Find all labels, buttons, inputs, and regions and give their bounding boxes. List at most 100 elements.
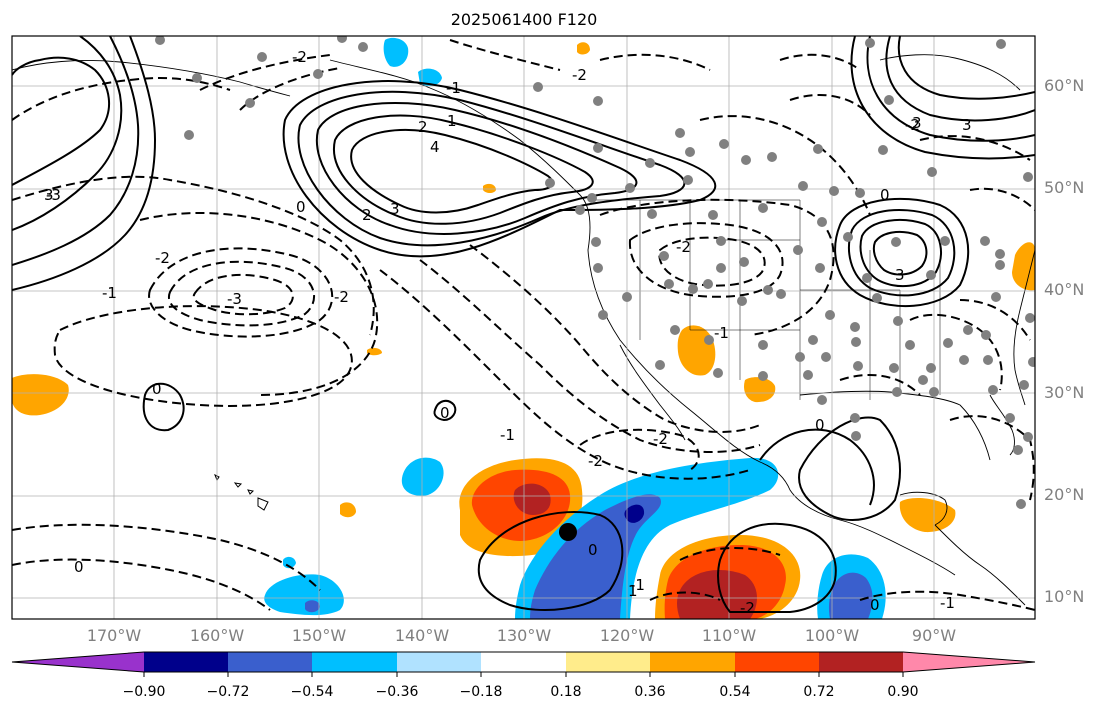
anomaly-positive: [340, 502, 356, 518]
contour-label: 2: [418, 118, 428, 136]
colorbar-tick-label: 0.90: [887, 684, 919, 700]
colorbar-tick-label: −0.54: [290, 684, 334, 700]
anomaly-negative: [383, 37, 409, 67]
contour-label: 2: [362, 206, 372, 224]
coastline-alaska: [12, 59, 291, 97]
anomaly-positive: [677, 570, 757, 619]
contour-label: -1: [102, 284, 117, 302]
contour-label: -3: [10, 0, 25, 4]
lon-label-110w: 110°W: [701, 626, 757, 645]
colorbar-tick-label: 0.18: [550, 684, 582, 700]
colorbar-bin: [566, 652, 650, 672]
anomaly-positive: [744, 377, 776, 403]
contour-label: -2: [292, 48, 307, 66]
colorbar-tick-label: −0.18: [459, 684, 503, 700]
contour-label: -2: [653, 430, 668, 448]
lat-label-30n: 30°N: [1044, 383, 1085, 402]
contour-label: 0: [870, 596, 880, 614]
anomaly-positive: [12, 374, 69, 416]
lat-label-60n: 60°N: [1044, 76, 1085, 95]
coastline-central-america: [934, 524, 1026, 606]
anomaly-negative: [624, 504, 645, 523]
colorbar-tick-label: −0.36: [375, 684, 419, 700]
lat-label-20n: 20°N: [1044, 485, 1085, 504]
storm-center-marker: [559, 523, 577, 541]
contour-label: 0: [880, 186, 890, 204]
colorbar-tick-label: 0.54: [719, 684, 751, 700]
anomaly-negative: [530, 494, 661, 619]
anomaly-positive: [899, 498, 956, 533]
contour-label: 1: [447, 112, 457, 130]
coastline-east: [1013, 249, 1035, 406]
contour-label: -1: [446, 79, 461, 97]
contour-label: -1: [714, 324, 729, 342]
contour-label: -1: [630, 576, 645, 594]
contour-label: 0: [74, 558, 84, 576]
coastline-gulf: [799, 390, 991, 461]
contour-label: -2: [334, 288, 349, 306]
colorbar-tick-label: −0.72: [206, 684, 250, 700]
contour-label: 0: [815, 416, 825, 434]
colorbar: [11, 651, 1036, 677]
contour-label: -2: [676, 238, 691, 256]
contour-label: 3: [390, 200, 400, 218]
colorbar-bin: [312, 652, 397, 672]
contour-label: 3: [912, 114, 922, 132]
lon-label-150w: 150°W: [291, 626, 347, 645]
lon-label-90w: 90°W: [911, 626, 957, 645]
colorbar-bin: [819, 652, 903, 672]
contour-labels: -2 -2 -2 -2 -3 -3 -1 -1 -1 -1 -2 -2 -1 0…: [10, 0, 972, 617]
colorbar-bin: [144, 652, 228, 672]
lon-label-140w: 140°W: [394, 626, 450, 645]
contour-label: 3: [962, 116, 972, 134]
contour-label: -1: [500, 426, 515, 444]
colorbar-bin: [397, 652, 481, 672]
colorbar-tick-label: 0.72: [803, 684, 835, 700]
colorbar-tick-label: 0.36: [634, 684, 666, 700]
anomaly-negative: [264, 574, 344, 616]
map-frame: [11, 35, 1036, 620]
contour-label: 1: [628, 582, 638, 600]
solid-contours: [12, 36, 1035, 613]
contour-label: 0: [440, 404, 450, 422]
colorbar-low-extension: [12, 652, 144, 672]
anomaly-positive: [577, 42, 590, 55]
contour-label: 0: [152, 380, 162, 398]
colorbar-tick-label: −0.90: [122, 684, 166, 700]
contour-label: 3: [44, 186, 54, 204]
lat-label-40n: 40°N: [1044, 280, 1085, 299]
anomaly-positive: [513, 483, 551, 515]
contour-label: -1: [940, 594, 955, 612]
contour-label: -3: [227, 290, 242, 308]
contour-label: 0: [296, 198, 306, 216]
map-title: 2025061400 F120: [450, 10, 598, 29]
lon-label-170w: 170°W: [86, 626, 142, 645]
contour-label: 4: [430, 138, 440, 156]
colorbar-high-extension: [903, 652, 1035, 672]
anomaly-negative: [828, 572, 873, 619]
lon-label-160w: 160°W: [189, 626, 245, 645]
anomaly-positive: [367, 347, 382, 356]
lon-label-100w: 100°W: [804, 626, 860, 645]
anomaly-positive: [483, 183, 496, 193]
contour-label: -2: [905, 116, 920, 134]
anomaly-negative: [305, 600, 320, 613]
lat-label-10n: 10°N: [1044, 587, 1085, 606]
lat-label-50n: 50°N: [1044, 178, 1085, 197]
anomaly-negative: [401, 457, 444, 496]
dashed-contours: [12, 39, 1035, 611]
contour-label: 0: [588, 541, 598, 559]
contour-label: -2: [740, 599, 755, 617]
lon-label-130w: 130°W: [496, 626, 552, 645]
lat-lon-grid: [12, 36, 1035, 619]
contour-label: -3: [46, 186, 61, 204]
colorbar-bin: [228, 652, 312, 672]
contour-label: -2: [588, 452, 603, 470]
coastline-yucatan: [899, 491, 948, 526]
coastline-north-america: [329, 59, 956, 576]
colorbar-bin: [735, 652, 819, 672]
contour-label: 3: [895, 266, 905, 284]
anomaly-positive: [1012, 242, 1035, 291]
colorbar-bin: [650, 652, 735, 672]
